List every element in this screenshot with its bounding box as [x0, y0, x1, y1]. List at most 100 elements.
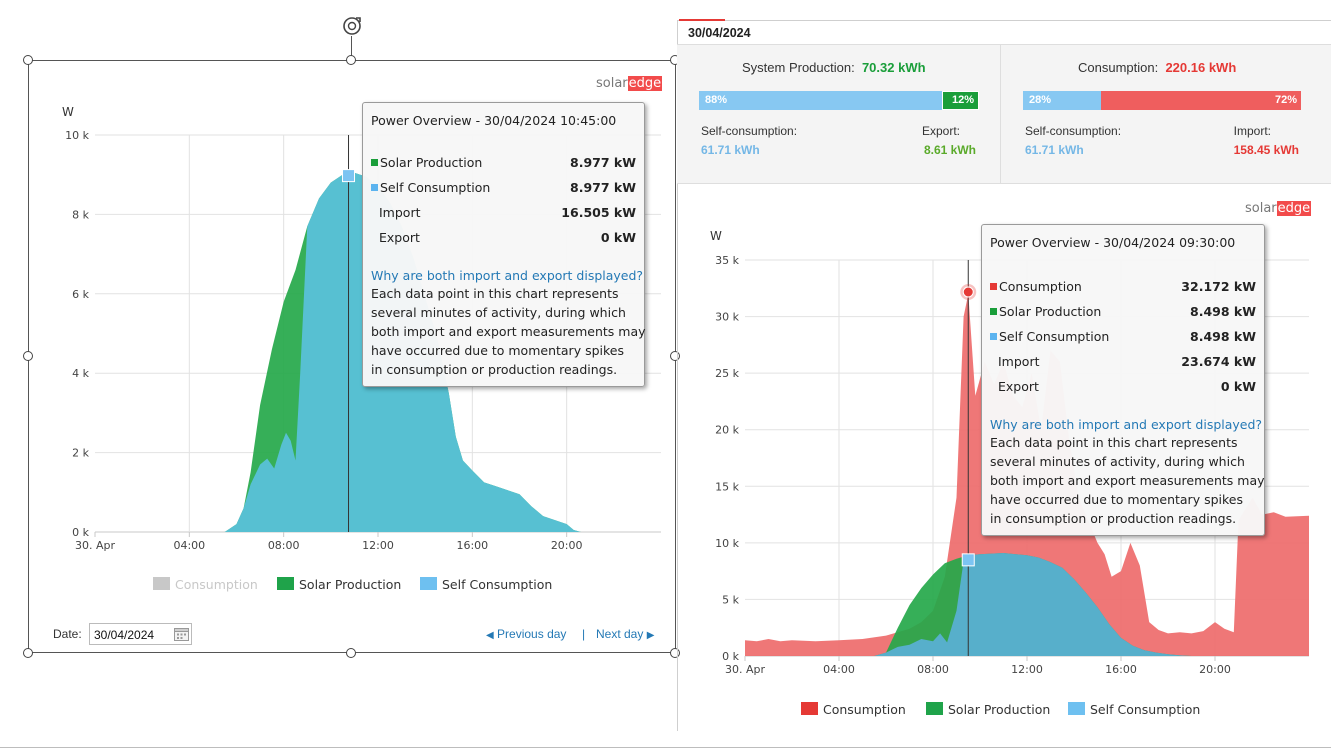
x-tick-label: 04:00 — [173, 539, 205, 552]
date-input[interactable]: 30/04/2024 — [89, 623, 192, 645]
date-input-value: 30/04/2024 — [94, 628, 155, 642]
y-tick-label: 20 k — [715, 424, 739, 437]
y-tick-label: 5 k — [722, 593, 739, 606]
tooltip-title-right: Power Overview - 30/04/2024 09:30:00 — [990, 235, 1236, 250]
tooltip-question-link[interactable]: Why are both import and export displayed… — [371, 268, 644, 283]
y-tick-label: 25 k — [715, 367, 739, 380]
resize-handle-left[interactable] — [23, 351, 33, 361]
production-export-label: Export: — [921, 124, 960, 138]
hover-marker — [962, 286, 974, 298]
left-y-unit: W — [62, 105, 74, 119]
series-area-self-consumption — [745, 553, 1309, 656]
consumption-bar-import: 72% — [1101, 91, 1301, 110]
rotate-handle-line — [351, 36, 352, 60]
x-tick-label: 12:00 — [1011, 663, 1043, 676]
y-tick-label: 0 k — [72, 526, 89, 539]
y-tick-label: 2 k — [72, 447, 89, 460]
self-swatch-icon-right — [990, 333, 997, 340]
y-tick-label: 0 k — [722, 650, 739, 663]
tooltip-row-export: Export 0 kW — [379, 230, 636, 245]
y-tick-label: 30 k — [715, 311, 739, 324]
consumption-title: Consumption: 220.16 kWh — [1078, 60, 1237, 75]
production-self-label: Self-consumption: — [701, 124, 798, 138]
date-tab[interactable]: 30/04/2024 — [688, 26, 751, 40]
legend-solar-production-swatch — [277, 577, 294, 590]
consumption-self-label: Self-consumption: — [1025, 124, 1122, 138]
tooltip-row-import: Import 16.505 kW — [379, 205, 636, 220]
x-tick-label: 08:00 — [268, 539, 300, 552]
consumption-box: Consumption: 220.16 kWh 28% 72% Self-con… — [1001, 45, 1331, 184]
production-bar-self: 88% — [699, 91, 942, 110]
production-bar: 88% 12% — [699, 91, 979, 110]
tooltip-row-solar: Solar Production 8.977 kW — [371, 155, 636, 171]
rotate-icon[interactable] — [340, 14, 364, 38]
solar-swatch-icon — [371, 159, 378, 166]
x-tick-label: 08:00 — [917, 663, 949, 676]
y-tick-label: 8 k — [72, 208, 89, 221]
legend-self-consumption-right-swatch — [1068, 702, 1085, 715]
tooltip-row-import-right: Import 23.674 kW — [998, 354, 1256, 369]
previous-day-link[interactable]: ◀ Previous day — [486, 627, 567, 641]
consumption-bar-self: 28% — [1023, 91, 1101, 110]
chevron-left-icon: ◀ — [486, 630, 494, 641]
y-tick-label: 35 k — [715, 254, 739, 267]
resize-handle-bottom-right[interactable] — [670, 648, 680, 658]
tooltip-row-export-right: Export 0 kW — [998, 379, 1256, 394]
nav-separator: | — [582, 627, 586, 641]
left-chart-panel: solaredge W 0 k 2 k 4 k 6 k 8 k 10 k 30. Apr 0… — [0, 0, 680, 680]
y-tick-label: 4 k — [72, 367, 89, 380]
tooltip-row-self-right: Self Consumption 8.498 kW — [990, 329, 1256, 345]
legend-self-consumption-swatch — [420, 577, 437, 590]
calendar-icon[interactable] — [174, 627, 189, 641]
legend-consumption-right-swatch — [801, 702, 818, 715]
y-tick-label: 10 k — [715, 537, 739, 550]
solaredge-logo: solaredge — [596, 76, 663, 91]
consumption-swatch-icon — [990, 283, 997, 290]
date-tab-indicator — [679, 19, 725, 21]
chevron-right-icon: ▶ — [646, 630, 655, 641]
self-swatch-icon — [371, 184, 378, 191]
tooltip-description: Each data point in this chart represents… — [371, 286, 646, 377]
tooltip-row-self: Self Consumption 8.977 kW — [371, 180, 636, 196]
x-tick-label: 20:00 — [551, 539, 583, 552]
tooltip-question-link-right[interactable]: Why are both import and export displayed… — [990, 417, 1263, 432]
hover-marker — [342, 169, 356, 183]
right-panel-border — [677, 20, 1331, 731]
consumption-import-value: 158.45 kWh — [1233, 143, 1299, 157]
hover-marker — [961, 553, 975, 567]
consumption-import-label: Import: — [1233, 124, 1271, 138]
tooltip-row-solar-right: Solar Production 8.498 kW — [990, 304, 1256, 320]
left-tooltip: Power Overview - 30/04/2024 10:45:00 Sol… — [362, 102, 646, 387]
bottom-divider — [0, 747, 1331, 748]
solaredge-logo-right: solaredge — [1245, 201, 1312, 216]
x-tick-label: 04:00 — [823, 663, 855, 676]
production-self-value: 61.71 kWh — [701, 143, 760, 157]
resize-handle-top-left[interactable] — [23, 55, 33, 65]
production-export-value: 8.61 kWh — [923, 143, 976, 157]
x-tick-label: 30. Apr — [75, 539, 115, 552]
legend-consumption-swatch — [153, 577, 170, 590]
resize-handle-top[interactable] — [346, 55, 356, 65]
solar-swatch-icon-right — [990, 308, 997, 315]
resize-handle-bottom[interactable] — [346, 648, 356, 658]
right-tooltip: Power Overview - 30/04/2024 09:30:00 Con… — [981, 224, 1265, 536]
right-y-unit: W — [710, 229, 722, 243]
y-tick-label: 15 k — [715, 480, 739, 493]
production-bar-export: 12% — [942, 91, 979, 110]
x-tick-label: 16:00 — [456, 539, 488, 552]
tooltip-title: Power Overview - 30/04/2024 10:45:00 — [371, 113, 617, 128]
tooltip-description-right: Each data point in this chart represents… — [990, 435, 1265, 526]
y-tick-label: 10 k — [65, 129, 89, 142]
tooltip-row-consumption: Consumption 32.172 kW — [990, 279, 1256, 295]
x-tick-label: 12:00 — [362, 539, 394, 552]
system-production-box: System Production: 70.32 kWh 88% 12% Sel… — [677, 45, 1001, 184]
date-label: Date: — [53, 627, 82, 641]
x-tick-label: 16:00 — [1105, 663, 1137, 676]
resize-handle-right[interactable] — [670, 351, 680, 361]
consumption-self-value: 61.71 kWh — [1025, 143, 1084, 157]
system-production-title: System Production: 70.32 kWh — [742, 60, 926, 75]
resize-handle-bottom-left[interactable] — [23, 648, 33, 658]
x-tick-label: 30. Apr — [725, 663, 765, 676]
next-day-link[interactable]: Next day ▶ — [596, 627, 655, 641]
